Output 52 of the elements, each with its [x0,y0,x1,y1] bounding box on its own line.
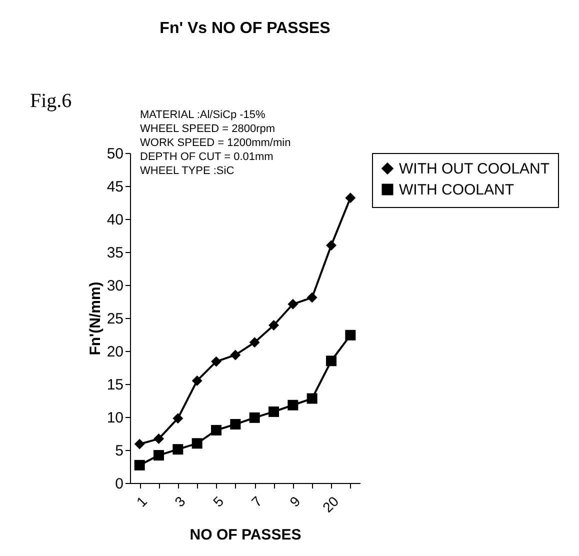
text: WORK SPEED = 1200mm/min [140,137,291,149]
y-tick-label: 45 [106,178,124,196]
point [268,320,279,331]
text: WHEEL SPEED = 2800rpm [140,123,276,135]
point [172,413,184,424]
y-tick-label: 25 [106,310,124,328]
chart-title: Fn' Vs NO OF PASSES [160,20,331,37]
annotation: WHEEL TYPE :SiC [140,165,234,177]
y-tick-label: 10 [106,410,124,426]
point [326,356,336,366]
x-tick-label: 5 [210,492,227,510]
x-tick-label: 9 [286,492,304,510]
y-tick-label: 35 [106,244,124,262]
x-tick-label: 7 [248,492,266,510]
point [249,337,260,348]
legend-label: WITH OUT COOLANT [399,160,550,178]
point [211,356,222,367]
point [345,330,356,340]
point [172,444,184,455]
point [306,292,318,303]
caption: Fig.6 [30,90,72,112]
point [326,240,336,251]
point [230,350,241,360]
y-tick-label: 20 [106,344,124,360]
point [230,419,241,430]
annotation: DEPTH OF CUT = 0.01mm [140,151,274,163]
point [268,406,279,417]
x-tick-label: 20 [319,492,342,516]
point [288,298,298,310]
y-tick-label: 5 [115,442,124,460]
point [154,450,164,461]
y-tick-label: 50 [106,146,124,162]
y-tick-label: 15 [106,376,124,394]
point [211,424,222,436]
point [192,375,202,386]
point [249,412,260,423]
text: MATERIAL :Al/SiCp -15% [140,109,266,121]
x-tick-label: 3 [171,492,188,510]
x-axis-title: NO OF PASSES [190,526,302,544]
point [345,192,356,204]
point [288,400,298,410]
y-tick-label: 0 [115,476,124,492]
point [134,460,145,470]
point [306,393,318,404]
point [154,434,164,444]
point [134,438,145,450]
y-axis-title: Fn'(N/mm) [86,282,104,356]
x-tick-label: 1 [133,492,150,510]
legend-label: WITH COOLANT [399,182,514,198]
y-tick-label: 30 [106,278,124,294]
y-tick-label: 40 [106,212,124,228]
point [192,438,202,449]
